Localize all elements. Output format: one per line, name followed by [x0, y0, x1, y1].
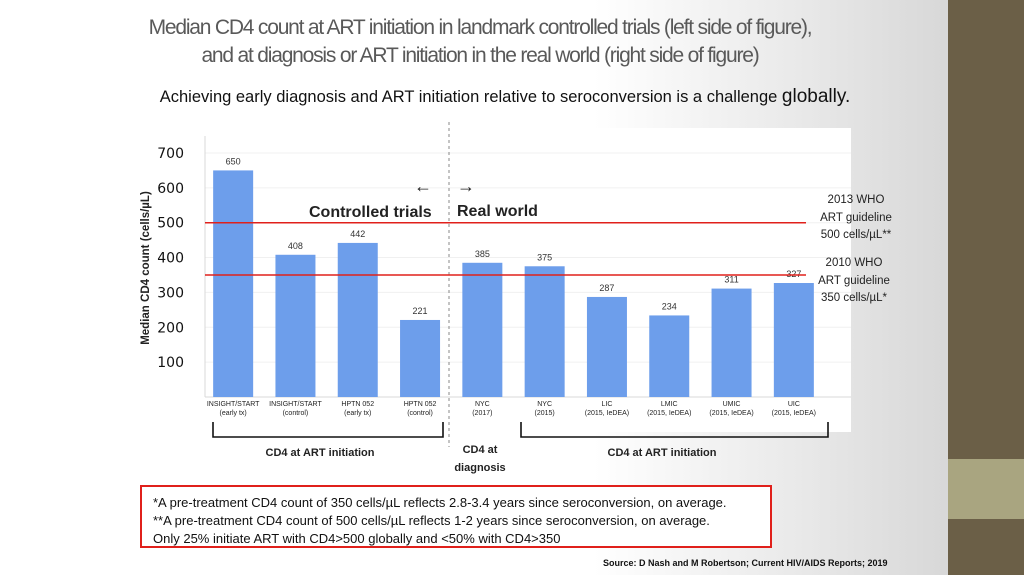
footnote-500: **A pre-treatment CD4 count of 500 cells…	[153, 513, 710, 528]
bar	[462, 262, 503, 397]
bar	[275, 254, 316, 397]
y-tick-label: 300	[157, 285, 184, 301]
y-tick-label: 200	[157, 320, 184, 336]
y-tick-label: 400	[157, 251, 184, 267]
group-label-diagnosis: CD4 at diagnosis	[454, 444, 506, 474]
value-labels: 650 408 442 221 385 375 287 234 311 327	[226, 156, 802, 316]
value-label: 287	[599, 283, 614, 293]
side-band-top	[948, 0, 1024, 459]
subtitle-main: Achieving early diagnosis and ART initia…	[159, 88, 782, 106]
value-label: 385	[475, 249, 490, 259]
value-label: 408	[288, 241, 303, 251]
category-label: (2015, IeDEA)	[647, 410, 691, 417]
category-label: NYC	[475, 401, 490, 408]
category-label: (2015, IeDEA)	[772, 410, 816, 417]
title-line-2: and at diagnosis or ART initiation in th…	[201, 44, 759, 67]
category-label: HPTN 052	[404, 401, 437, 408]
bar	[400, 319, 441, 397]
category-label: (2015, IeDEA)	[585, 410, 629, 417]
category-label: INSIGHT/START	[207, 401, 260, 408]
category-label: (2015, IeDEA)	[709, 410, 753, 417]
category-label: UIC	[788, 401, 800, 408]
category-labels: INSIGHT/START (early tx) INSIGHT/START (con…	[207, 401, 816, 417]
bar	[711, 288, 752, 397]
footnote-350: *A pre-treatment CD4 count of 350 cells/…	[153, 495, 727, 510]
real-world-label: Real world	[457, 203, 538, 220]
bars	[213, 170, 814, 397]
title-line-1: Median CD4 count at ART initiation in la…	[148, 16, 813, 39]
category-label: (2015)	[535, 410, 555, 417]
bar	[773, 283, 814, 397]
group-label-trials: CD4 at ART initiation	[265, 447, 375, 459]
value-label: 650	[226, 156, 241, 166]
category-label: (control)	[407, 410, 433, 417]
guideline-lines	[205, 221, 806, 276]
category-label: (control)	[283, 410, 309, 417]
y-tick-label: 700	[157, 146, 184, 162]
value-label: 311	[724, 275, 738, 285]
category-label: (early tx)	[220, 410, 247, 417]
y-tick-label: 600	[157, 181, 184, 197]
footnote-global: Only 25% initiate ART with CD4>500 globa…	[153, 531, 561, 546]
value-label: 327	[786, 269, 801, 279]
group-label-real-world: CD4 at ART initiation	[607, 447, 717, 459]
category-label: LMIC	[661, 401, 678, 408]
category-label: (2017)	[472, 410, 492, 417]
slide-subtitle: Achieving early diagnosis and ART initia…	[100, 86, 910, 108]
bar	[213, 170, 254, 397]
source-citation: Source: D Nash and M Robertson; Current …	[603, 558, 888, 568]
value-label: 442	[350, 229, 365, 239]
value-label: 375	[537, 252, 552, 262]
category-label: LIC	[601, 401, 612, 408]
left-arrow-icon: ←	[414, 176, 432, 196]
y-axis-title: Median CD4 count (cells/µL)	[140, 191, 152, 345]
bracket-left	[212, 422, 444, 438]
category-label: INSIGHT/START	[269, 401, 322, 408]
y-tick-label: 100	[157, 355, 184, 371]
y-tick-labels: 100 200 300 400 500 600 700	[157, 146, 184, 371]
right-arrow-icon: →	[457, 176, 475, 196]
slide-title: Median CD4 count at ART initiation in la…	[100, 14, 860, 70]
who-2013-annotation: 2013 WHO ART guideline 500 cells/µL**	[820, 194, 892, 241]
category-label: NYC	[537, 401, 552, 408]
category-label: UMIC	[723, 401, 741, 408]
y-tick-label: 500	[157, 216, 184, 232]
category-label: HPTN 052	[341, 401, 374, 408]
bar	[337, 242, 378, 397]
category-label: (early tx)	[344, 410, 371, 417]
bracket-right	[520, 422, 829, 438]
side-band-accent	[948, 459, 1024, 519]
bar	[586, 296, 627, 397]
who-2010-annotation: 2010 WHO ART guideline 350 cells/µL*	[818, 257, 890, 304]
bar	[524, 266, 565, 397]
controlled-trials-label: Controlled trials	[309, 204, 432, 221]
bar	[649, 315, 690, 397]
footnote-box: *A pre-treatment CD4 count of 350 cells/…	[140, 485, 772, 548]
value-label: 221	[413, 306, 428, 316]
subtitle-emphasis: globally.	[781, 86, 851, 107]
value-label: 234	[662, 301, 677, 311]
side-band-bottom	[948, 519, 1024, 575]
